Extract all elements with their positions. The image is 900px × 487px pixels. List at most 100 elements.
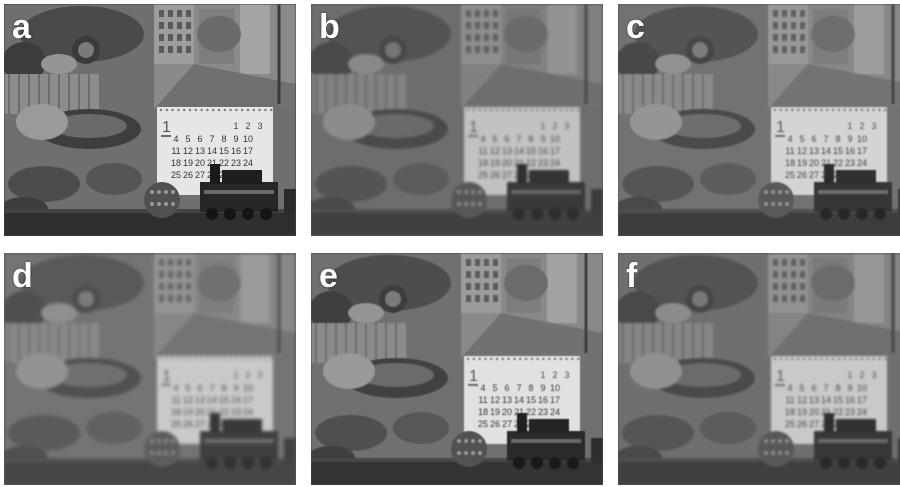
fence-slat xyxy=(622,323,624,363)
ball-dot xyxy=(157,190,161,194)
calendar-ring xyxy=(565,357,568,361)
train-wheel xyxy=(242,457,254,469)
calendar-day: 7 xyxy=(516,383,521,393)
calendar-day: 8 xyxy=(221,383,226,393)
building xyxy=(547,253,577,323)
calendar-day: 26 xyxy=(797,419,807,429)
calendar-day: 6 xyxy=(197,134,202,144)
calendar-day: 23 xyxy=(845,158,855,168)
calendar-day: 11 xyxy=(785,146,794,156)
fence-slat xyxy=(345,323,347,363)
calendar-day: 13 xyxy=(195,395,205,405)
calendar-ring xyxy=(866,108,869,112)
fence-slat xyxy=(632,74,634,114)
ball-dot xyxy=(150,202,154,206)
ball-dot xyxy=(171,439,175,443)
window xyxy=(177,46,182,53)
calendar-day: 3 xyxy=(564,121,569,131)
painted-sheep xyxy=(16,104,68,140)
bush xyxy=(618,42,660,82)
calendar-ring xyxy=(820,108,823,112)
painted-animal xyxy=(41,54,77,74)
calendar-ring xyxy=(188,108,192,112)
calendar-day: 15 xyxy=(219,146,229,156)
tree-canopy xyxy=(634,255,758,311)
calendar-day: 3 xyxy=(257,370,262,380)
panel-label: c xyxy=(626,8,645,46)
window xyxy=(782,10,787,17)
fence-slat xyxy=(8,323,10,363)
painted-foliage xyxy=(393,412,449,444)
window xyxy=(791,22,796,29)
calendar-day: 17 xyxy=(550,395,560,405)
fence-slat xyxy=(355,323,357,363)
calendar-ring xyxy=(478,357,481,361)
ball-dot xyxy=(778,451,782,455)
calendar-ring xyxy=(194,108,197,112)
calendar-ring xyxy=(466,108,470,112)
train-wheel xyxy=(567,457,579,469)
window xyxy=(159,259,164,266)
street-tree xyxy=(811,16,855,52)
calendar-ring xyxy=(548,108,551,112)
fence-slat xyxy=(672,74,674,114)
panel-c: 1 1 2 3 4 5 6 7 8 9 10 11 12 13 14 15 16 17 18 19 20 21 22 23 24… xyxy=(618,4,900,236)
ball xyxy=(451,431,487,467)
calendar-ring xyxy=(860,108,864,112)
window xyxy=(773,283,778,290)
train-wheel xyxy=(260,208,272,220)
painted-foliage xyxy=(8,415,80,451)
panel-label: d xyxy=(12,257,33,295)
calendar-ring xyxy=(553,357,557,361)
calendar-day: 2 xyxy=(245,121,250,131)
calendar-ring xyxy=(808,357,811,361)
calendar-day: 16 xyxy=(231,395,241,405)
painted-foliage xyxy=(315,415,387,451)
calendar-ring xyxy=(843,108,846,112)
window xyxy=(177,271,182,278)
calendar-day: 8 xyxy=(221,134,226,144)
fence-slat xyxy=(355,74,357,114)
calendar-ring xyxy=(571,357,574,361)
calendar-day: 15 xyxy=(833,395,843,405)
window xyxy=(168,22,173,29)
window xyxy=(791,46,796,53)
calendar-ring xyxy=(501,108,504,112)
calendar-ring xyxy=(884,357,887,361)
calendar-ring xyxy=(530,108,533,112)
calendar-ring xyxy=(559,357,562,361)
calendar-day: 25 xyxy=(785,170,795,180)
calendar-ring xyxy=(802,108,806,112)
calendar-day: 18 xyxy=(785,407,795,417)
calendar-day: 2 xyxy=(245,370,250,380)
cart-wheel-hub xyxy=(692,42,708,58)
window xyxy=(800,283,805,290)
window xyxy=(186,34,191,41)
window xyxy=(159,271,164,278)
train-stripe xyxy=(818,190,888,194)
window xyxy=(168,34,173,41)
fence-slat xyxy=(68,323,70,363)
calendar-day: 6 xyxy=(504,383,509,393)
window xyxy=(773,295,778,302)
calendar-ring xyxy=(252,108,255,112)
panel-label: a xyxy=(12,8,31,46)
window xyxy=(493,10,498,17)
panel-label: b xyxy=(319,8,340,46)
train-stripe xyxy=(204,190,274,194)
calendar-day: 7 xyxy=(209,134,214,144)
calendar-day: 12 xyxy=(183,146,193,156)
calendar-ring xyxy=(206,357,209,361)
calendar-day: 9 xyxy=(233,134,238,144)
calendar-ring xyxy=(217,357,221,361)
calendar-month-bar xyxy=(161,384,171,386)
calendar-day: 3 xyxy=(871,370,876,380)
fence-slat xyxy=(395,323,397,363)
cart-wheel-hub xyxy=(385,291,401,307)
calendar-ring xyxy=(577,357,580,361)
train-wheel xyxy=(531,208,543,220)
calendar-month-bar xyxy=(468,384,478,386)
calendar-day: 14 xyxy=(207,395,217,405)
painted-animal xyxy=(655,54,691,74)
